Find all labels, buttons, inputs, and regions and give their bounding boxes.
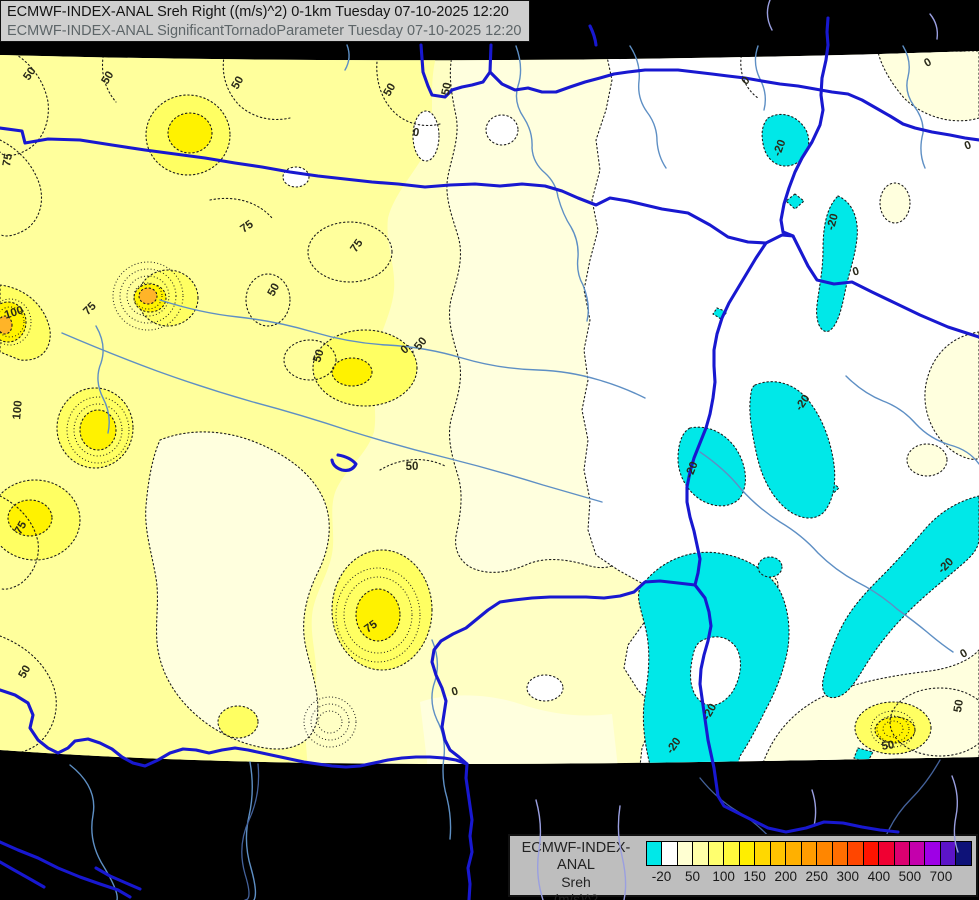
title-line-primary: ECMWF-INDEX-ANAL Sreh Right ((m/s)^2) 0-…: [7, 4, 509, 20]
legend-text-block: ECMWF-INDEX-ANAL Sreh (m/s)^2: [510, 836, 642, 900]
legend-swatch: [677, 842, 694, 865]
country-borders: [0, 16, 979, 900]
legend-swatch: [863, 842, 880, 865]
legend-tick: 700: [929, 869, 953, 884]
legend-swatch: [940, 842, 957, 865]
legend-swatch: [879, 842, 895, 865]
title-bar: ECMWF-INDEX-ANAL Sreh Right ((m/s)^2) 0-…: [0, 0, 530, 42]
legend-tick: 250: [805, 869, 829, 884]
legend-swatch: [770, 842, 787, 865]
legend-swatch: [817, 842, 833, 865]
legend-tick: 500: [898, 869, 922, 884]
legend-units: (m/s)^2: [553, 892, 599, 900]
legend-parameter: Sreh: [561, 874, 591, 890]
contour-field: [0, 51, 979, 765]
legend-swatch: [739, 842, 756, 865]
legend-swatch: [909, 842, 926, 865]
legend-swatch: [693, 842, 709, 865]
legend-colorbar: [646, 841, 972, 866]
legend-tick-labels: -20 50 100 150 200 250 300 400 500 700: [646, 869, 972, 889]
legend-swatch: [786, 842, 802, 865]
legend-tick: 150: [743, 869, 766, 884]
legend-tick: 50: [685, 869, 701, 884]
legend-swatch: [708, 842, 725, 865]
legend-tick: 100: [712, 869, 735, 884]
color-scale-legend: ECMWF-INDEX-ANAL Sreh (m/s)^2 -20 50 100 15…: [508, 834, 978, 900]
legend-title: ECMWF-INDEX-ANAL: [521, 840, 631, 873]
legend-swatch: [956, 842, 971, 865]
legend-swatch: [724, 842, 740, 865]
legend-tick: 200: [774, 869, 797, 884]
legend-tick: 300: [836, 869, 860, 884]
legend-swatch: [848, 842, 864, 865]
title-line-secondary: ECMWF-INDEX-ANAL SignificantTornadoParam…: [7, 23, 522, 39]
legend-swatch: [832, 842, 849, 865]
legend-tick: 400: [867, 869, 891, 884]
legend-colorbar-wrap: -20 50 100 150 200 250 300 400 500 700: [646, 841, 972, 893]
legend-swatch: [662, 842, 678, 865]
legend-swatch: [755, 842, 771, 865]
legend-swatch: [894, 842, 910, 865]
legend-swatch: [925, 842, 941, 865]
legend-swatch: [801, 842, 818, 865]
legend-swatch: [647, 842, 663, 865]
legend-tick: -20: [651, 869, 672, 884]
